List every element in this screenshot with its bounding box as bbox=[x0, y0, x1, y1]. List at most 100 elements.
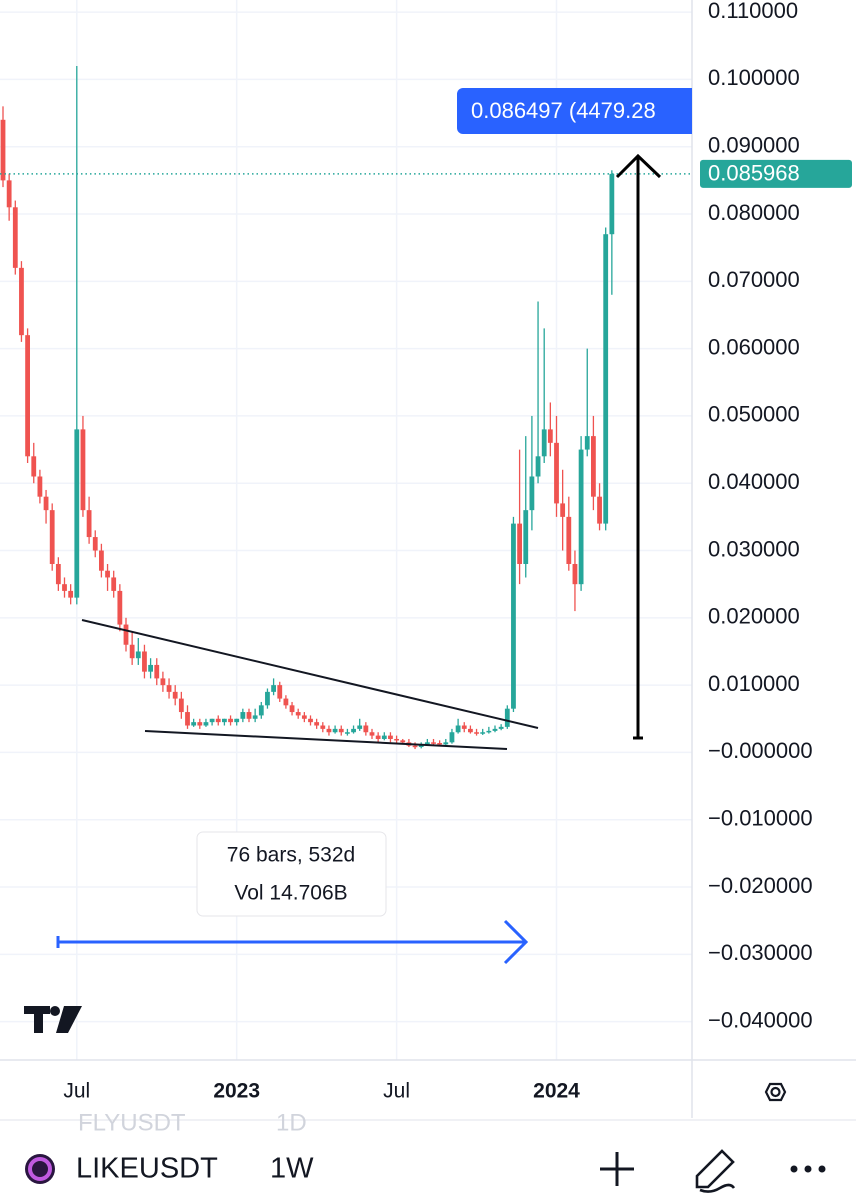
candle-body bbox=[148, 664, 153, 672]
candle-body bbox=[258, 705, 264, 716]
candle-body bbox=[80, 429, 86, 511]
candle-body bbox=[246, 712, 252, 719]
candle-body bbox=[351, 728, 356, 733]
candle-body bbox=[603, 234, 609, 524]
candle-body bbox=[19, 267, 24, 336]
candle-body bbox=[86, 510, 92, 538]
y-tick-label: 0.100000 bbox=[708, 65, 800, 90]
candle-body bbox=[172, 691, 178, 699]
y-tick-label: 0.040000 bbox=[708, 469, 800, 494]
candle-body bbox=[345, 732, 350, 734]
candle-body bbox=[498, 726, 504, 729]
candle-body bbox=[572, 563, 578, 585]
candle-body bbox=[117, 590, 123, 625]
trendline-lower bbox=[144, 730, 508, 750]
candle-body bbox=[99, 550, 104, 571]
candle-body bbox=[92, 537, 98, 551]
candle-body bbox=[234, 718, 240, 723]
candle-body bbox=[357, 725, 363, 729]
candle-body bbox=[474, 732, 479, 734]
y-tick-label: −0.020000 bbox=[708, 873, 813, 898]
candle-body bbox=[74, 429, 80, 598]
candle-body bbox=[363, 725, 369, 733]
x-tick-label: 2023 bbox=[213, 1080, 260, 1103]
candle-body bbox=[424, 742, 430, 745]
candle-body bbox=[523, 510, 529, 564]
candle-body bbox=[289, 705, 295, 713]
measure-arrow bbox=[56, 919, 529, 965]
candle-body bbox=[480, 732, 486, 734]
candle-body bbox=[486, 730, 492, 733]
x-tick-label: Jul bbox=[383, 1080, 410, 1103]
candle-body bbox=[203, 722, 209, 726]
candle-body bbox=[492, 728, 498, 731]
more-button[interactable] bbox=[790, 1165, 826, 1173]
candle-body bbox=[160, 678, 166, 686]
candle-body bbox=[142, 651, 147, 672]
symbol[interactable]: LIKEUSDT bbox=[76, 1153, 218, 1185]
y-tick-label: 0.010000 bbox=[708, 671, 800, 696]
measure-box bbox=[196, 831, 387, 917]
x-axis: Jul 2023 Jul 2024 bbox=[63, 1080, 580, 1103]
x-tick-label: 2024 bbox=[533, 1080, 580, 1103]
candle-body bbox=[295, 712, 301, 716]
last-price-box bbox=[700, 159, 852, 188]
candle-body bbox=[560, 503, 566, 517]
candle-body bbox=[252, 715, 258, 719]
y-tick-label: −0.030000 bbox=[708, 940, 813, 965]
candle-body bbox=[154, 664, 160, 679]
y-tick-label: 0.080000 bbox=[708, 200, 800, 225]
candles bbox=[0, 65, 692, 750]
candle-body bbox=[271, 685, 276, 692]
candle-body bbox=[381, 735, 387, 739]
settings-icon[interactable] bbox=[764, 1082, 787, 1102]
candle-body bbox=[129, 644, 135, 659]
candle-body bbox=[504, 708, 510, 727]
candle-body bbox=[185, 712, 190, 726]
symbol-icon[interactable] bbox=[25, 1154, 55, 1184]
candle-body bbox=[228, 718, 233, 723]
y-tick-label: 0.050000 bbox=[708, 402, 800, 427]
vertical-arrow bbox=[615, 153, 662, 740]
draw-button[interactable] bbox=[695, 1149, 736, 1193]
interval[interactable]: 1W bbox=[270, 1153, 314, 1185]
candle-body bbox=[308, 718, 313, 723]
candle-body bbox=[597, 496, 602, 524]
candle-body bbox=[511, 523, 516, 709]
y-tick-label: 0.090000 bbox=[708, 133, 800, 158]
y-tick-label: −0.010000 bbox=[708, 806, 813, 831]
candle-body bbox=[584, 436, 590, 450]
last-price-label: 0.085968 bbox=[708, 161, 800, 186]
add-button[interactable] bbox=[600, 1152, 634, 1186]
candle-body bbox=[375, 735, 381, 739]
candle-body bbox=[431, 742, 436, 744]
candle-body bbox=[0, 119, 6, 181]
background-interval: 1D bbox=[276, 1109, 307, 1136]
candle-body bbox=[400, 740, 406, 743]
candle-body bbox=[135, 651, 141, 659]
price-axis bbox=[692, 0, 856, 1060]
candle-body bbox=[326, 728, 332, 733]
candle-body bbox=[437, 743, 443, 745]
y-tick-label: 0.070000 bbox=[708, 267, 800, 292]
candle-body bbox=[535, 456, 541, 477]
candle-body bbox=[369, 732, 375, 736]
candle-body bbox=[578, 449, 584, 585]
candle-body bbox=[449, 732, 455, 743]
candle-body bbox=[529, 476, 535, 511]
y-tick-label: −0.000000 bbox=[708, 738, 813, 763]
candle-body bbox=[566, 516, 572, 564]
candle-body bbox=[283, 698, 289, 706]
candle-body bbox=[123, 624, 129, 645]
candle-body bbox=[43, 496, 49, 511]
candle-body bbox=[37, 476, 43, 497]
y-tick-label: 0.030000 bbox=[708, 536, 800, 561]
candle-body bbox=[320, 725, 326, 729]
measure-volume: Vol 14.706B bbox=[234, 882, 347, 905]
candle-body bbox=[301, 715, 307, 719]
candle-body bbox=[547, 429, 553, 443]
candle-body bbox=[191, 722, 197, 726]
candle-body bbox=[591, 436, 596, 497]
tv-logo bbox=[24, 1006, 82, 1033]
